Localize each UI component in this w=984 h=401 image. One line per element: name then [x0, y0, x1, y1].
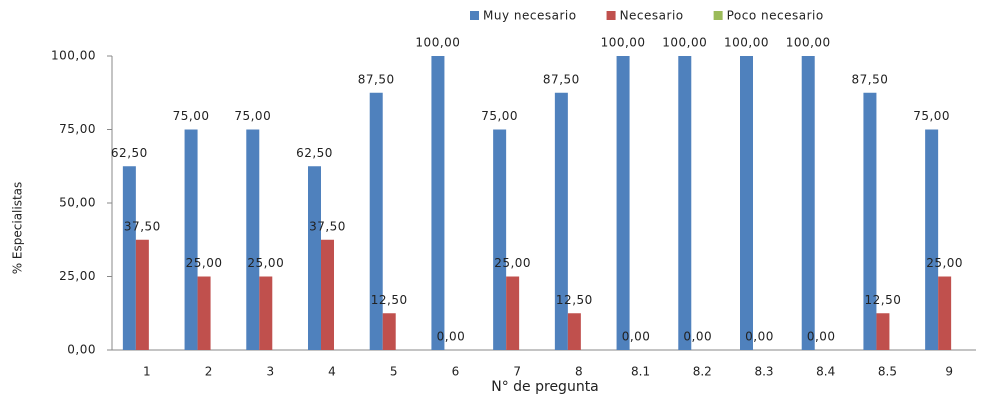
value-label: 0,00	[437, 330, 466, 344]
value-label: 75,00	[234, 109, 271, 123]
x-tick-label: 3	[266, 365, 274, 379]
x-axis-title: N° de pregunta	[491, 379, 599, 395]
bar	[567, 313, 581, 350]
y-tick-label: 0,00	[67, 343, 96, 357]
bar	[135, 239, 149, 350]
x-tick-label: 5	[390, 365, 398, 379]
value-label: 12,50	[864, 293, 901, 307]
bar	[678, 56, 692, 350]
bar	[863, 92, 877, 350]
y-tick-label: 100,00	[51, 49, 96, 63]
bar	[246, 129, 260, 350]
bar	[308, 166, 321, 350]
value-label: 100,00	[601, 36, 646, 50]
x-tick-label: 8.2	[693, 365, 712, 379]
value-label: 100,00	[415, 36, 460, 50]
legend-swatch	[606, 11, 616, 20]
x-tick-label: 1	[143, 365, 151, 379]
bar	[938, 276, 952, 350]
value-label: 0,00	[683, 330, 712, 344]
bar	[382, 313, 396, 350]
bar	[554, 92, 568, 350]
x-tick-label: 8.3	[754, 365, 773, 379]
x-tick-label: 2	[205, 365, 213, 379]
bar	[197, 276, 211, 350]
x-tick-label: 7	[513, 365, 521, 379]
value-label: 75,00	[913, 109, 950, 123]
bar	[493, 129, 507, 350]
value-label: 87,50	[851, 72, 888, 86]
x-tick-label: 4	[328, 365, 336, 379]
x-tick-label: 8.4	[816, 365, 835, 379]
value-label: 75,00	[173, 109, 210, 123]
bar	[740, 56, 753, 350]
x-tick-label: 6	[452, 365, 460, 379]
x-tick-label: 8.1	[631, 365, 650, 379]
legend-label: Muy necesario	[483, 9, 577, 23]
bar	[122, 166, 136, 350]
legend-label: Poco necesario	[727, 9, 824, 23]
value-label: 37,50	[309, 219, 346, 233]
y-tick-label: 50,00	[59, 196, 96, 210]
value-label: 62,50	[111, 146, 148, 160]
y-tick-label: 25,00	[59, 269, 96, 283]
value-label: 75,00	[481, 109, 518, 123]
value-label: 25,00	[926, 256, 963, 270]
x-tick-label: 8	[575, 365, 583, 379]
legend-swatch	[470, 11, 479, 20]
value-label: 0,00	[807, 330, 836, 344]
value-label: 62,50	[296, 146, 333, 160]
legend-label: Necesario	[620, 9, 684, 23]
bar	[616, 56, 630, 350]
bar	[259, 276, 273, 350]
bar	[876, 313, 890, 350]
value-label: 25,00	[186, 256, 223, 270]
value-label: 87,50	[358, 72, 395, 86]
value-label: 25,00	[247, 256, 284, 270]
value-label: 0,00	[622, 330, 651, 344]
bar	[801, 56, 815, 350]
x-tick-label: 9	[945, 365, 953, 379]
value-label: 100,00	[662, 36, 707, 50]
legend-swatch	[713, 11, 723, 20]
value-label: 0,00	[745, 330, 774, 344]
value-label: 37,50	[124, 219, 161, 233]
value-label: 100,00	[724, 36, 769, 50]
value-label: 12,50	[556, 293, 593, 307]
y-tick-label: 75,00	[59, 122, 96, 136]
y-axis-title: % Especialistas	[11, 182, 25, 275]
bar	[321, 239, 334, 350]
value-label: 25,00	[494, 256, 531, 270]
bar	[431, 56, 445, 350]
value-label: 100,00	[786, 36, 831, 50]
bar	[506, 276, 520, 350]
value-label: 87,50	[543, 72, 580, 86]
bar	[369, 92, 383, 350]
bar	[184, 129, 198, 350]
value-label: 12,50	[371, 293, 408, 307]
bar	[925, 129, 939, 350]
x-tick-label: 8.5	[878, 365, 897, 379]
